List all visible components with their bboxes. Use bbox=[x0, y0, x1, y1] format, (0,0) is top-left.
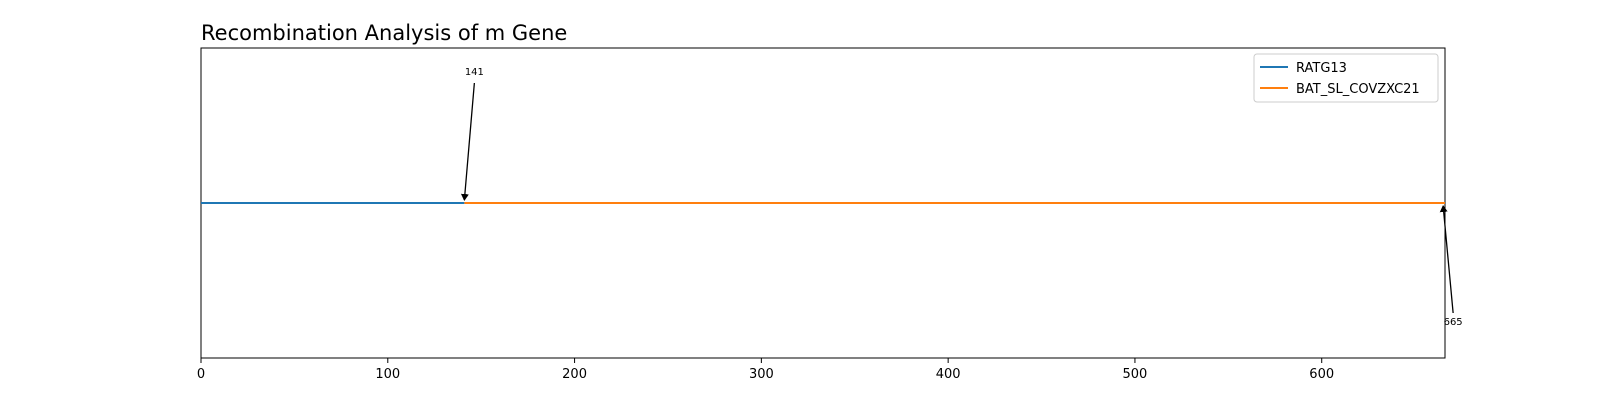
annotation-arrow-0 bbox=[460, 82, 476, 201]
legend-box bbox=[1253, 53, 1439, 103]
x-tick-label-1: 100 bbox=[375, 367, 400, 382]
chart-title: Recombination Analysis of m Gene bbox=[201, 21, 567, 45]
x-tick-label-4: 400 bbox=[936, 367, 961, 382]
x-tick-label-5: 500 bbox=[1123, 367, 1148, 382]
legend-label-0: RATG13 bbox=[1296, 61, 1347, 76]
legend-label-1: BAT_SL_COVZXC21 bbox=[1296, 82, 1420, 97]
x-tick-label-0: 0 bbox=[197, 367, 205, 382]
annotation-label-1: 665 bbox=[1444, 317, 1463, 328]
x-tick-label-6: 600 bbox=[1309, 367, 1334, 382]
x-axis: 0 100 200 300 400 500 600 bbox=[197, 358, 1334, 382]
annotation-arrow-1 bbox=[1439, 205, 1454, 314]
annotation-layer: 141 665 bbox=[460, 67, 1463, 328]
x-tick-label-3: 300 bbox=[749, 367, 774, 382]
x-tick-label-2: 200 bbox=[562, 367, 587, 382]
annotation-label-0: 141 bbox=[465, 67, 484, 78]
legend: RATG13 BAT_SL_COVZXC21 bbox=[1253, 53, 1439, 103]
